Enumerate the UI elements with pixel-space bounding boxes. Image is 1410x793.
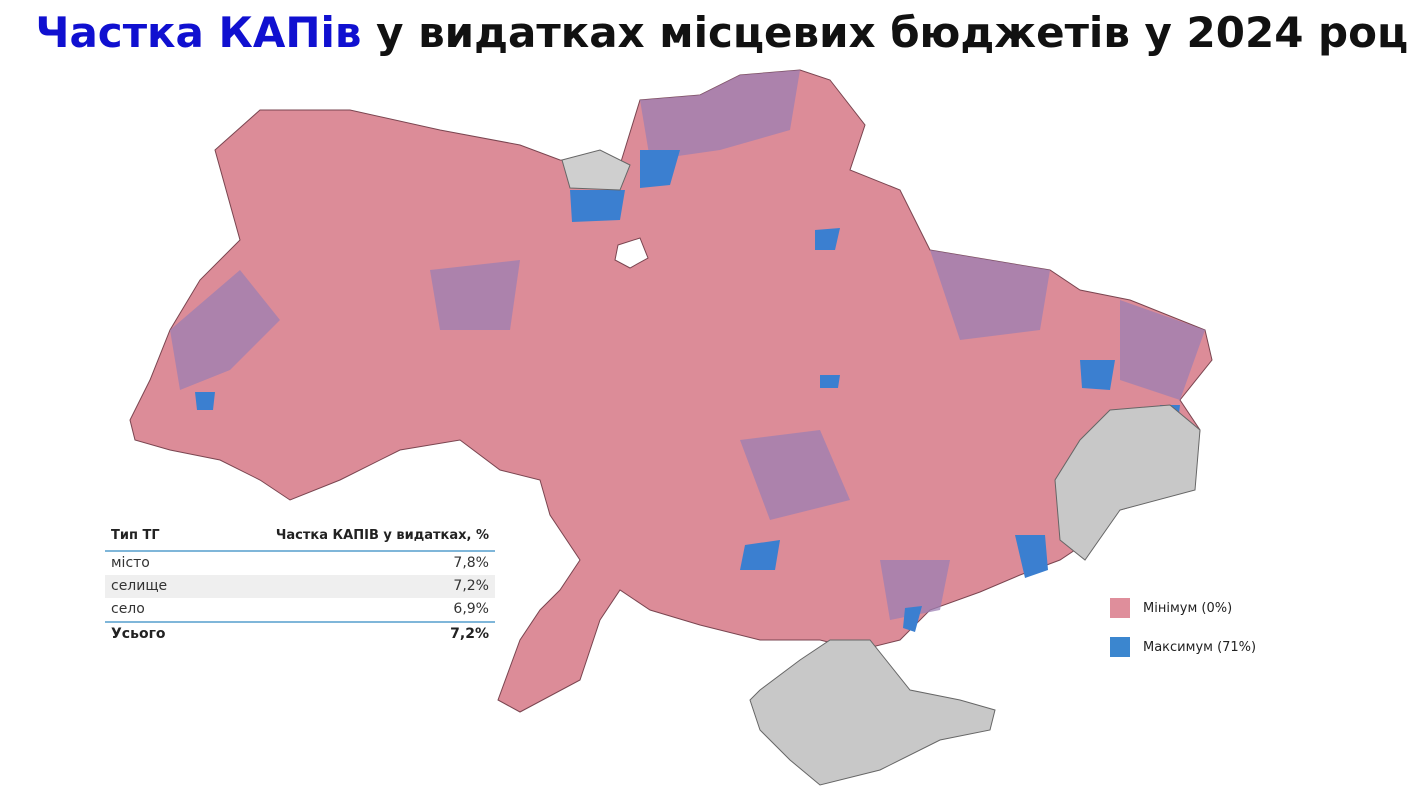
country-shape xyxy=(129,69,1213,713)
title-rest: у видатках місцевих бюджетів у 2024 році xyxy=(376,8,1410,57)
table: Тип ТГ Частка КАПІВ у видатках, % місто 7,8… xyxy=(105,522,495,646)
legend: Мінімум (0%) Максимум (71%) xyxy=(1110,598,1256,676)
table-total: Усього 7,2% xyxy=(105,621,495,646)
cell: селище xyxy=(111,578,168,594)
legend-swatch xyxy=(1110,637,1130,657)
purple-areas xyxy=(170,70,1205,620)
table-header: Тип ТГ Частка КАПІВ у видатках, % xyxy=(105,522,495,552)
title-highlight: Частка КАПів xyxy=(35,8,362,57)
cell: 7,2% xyxy=(453,578,489,594)
legend-label: Максимум (71%) xyxy=(1143,639,1257,655)
zone-gray xyxy=(561,149,631,191)
legend-item: Мінімум (0%) xyxy=(1110,598,1256,618)
title: Частка КАПів у видатках місцевих бюджеті… xyxy=(0,8,1410,57)
legend-label: Мінімум (0%) xyxy=(1143,600,1233,616)
legend-swatch xyxy=(1110,598,1130,618)
occupied-donbas xyxy=(1054,404,1201,561)
cell: село xyxy=(111,601,145,617)
kyiv-hole xyxy=(614,237,649,269)
occupied-crimea xyxy=(749,639,996,786)
table-row: місто 7,8% xyxy=(105,552,495,575)
cell: 7,8% xyxy=(453,555,489,571)
cell: місто xyxy=(111,555,150,571)
cell: Тип ТГ xyxy=(111,528,160,543)
cell: Частка КАПІВ у видатках, % xyxy=(275,528,489,543)
cell: Усього xyxy=(111,626,166,642)
cell: 6,9% xyxy=(453,601,489,617)
cell: 7,2% xyxy=(450,626,489,642)
legend-item: Максимум (71%) xyxy=(1110,637,1256,657)
table-row: селище 7,2% xyxy=(105,575,495,598)
table-row: село 6,9% xyxy=(105,598,495,621)
